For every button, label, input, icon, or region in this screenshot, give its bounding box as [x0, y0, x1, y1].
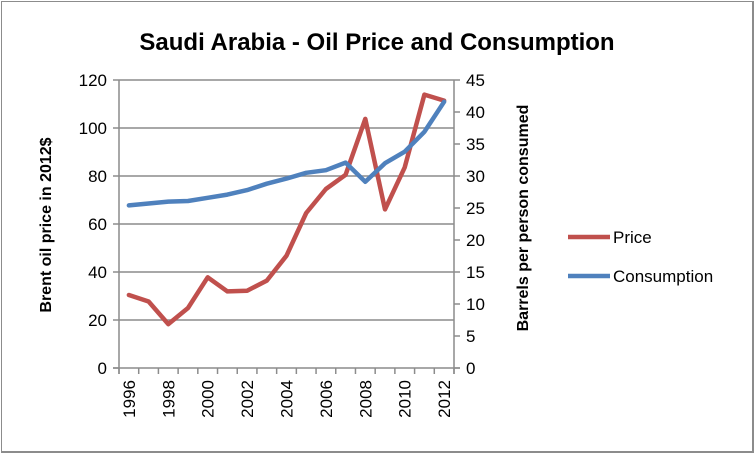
- x-tick-label: 2012: [435, 380, 454, 418]
- y2-tick-label: 10: [466, 295, 485, 314]
- y2-tick-label: 25: [466, 199, 485, 218]
- legend-label-price: Price: [613, 228, 652, 247]
- legend: Price Consumption: [568, 228, 713, 286]
- legend-label-consumption: Consumption: [613, 267, 713, 286]
- y2-tick-label: 40: [466, 103, 485, 122]
- y2-tick-label: 15: [466, 263, 485, 282]
- y-tick-label: 60: [88, 215, 107, 234]
- y-tick-label: 80: [88, 167, 107, 186]
- x-tick-label: 2002: [238, 380, 257, 418]
- y-tick-label: 100: [79, 119, 107, 138]
- y2-tick-label: 5: [466, 327, 475, 346]
- y2-axis-ticks: 0 5 10 15 20 25 30 35 40 45: [466, 71, 485, 378]
- x-tick-label: 2006: [317, 380, 336, 418]
- y2-axis-title: Barrels per person consumed: [515, 105, 532, 332]
- series-line-consumption: [126, 99, 447, 208]
- x-tick-label: 2008: [356, 380, 375, 418]
- y2-tick-label: 20: [466, 231, 485, 250]
- y-tick-label: 40: [88, 263, 107, 282]
- y-tick-label: 0: [98, 359, 107, 378]
- x-tick-label: 2000: [199, 380, 218, 418]
- series-line-price: [126, 92, 447, 327]
- y2-tick-label: 0: [466, 359, 475, 378]
- y2-tick-label: 35: [466, 135, 485, 154]
- x-tick-label: 2010: [396, 380, 415, 418]
- x-tick-label: 2004: [278, 380, 297, 418]
- x-axis-ticks: 1996 1998 2000 2002 2004 2006 2008 2010 2012: [120, 380, 454, 418]
- series-lines: [126, 92, 447, 327]
- axes: [113, 79, 460, 374]
- y2-tick-label: 30: [466, 167, 485, 186]
- x-tick-label: 1998: [159, 380, 178, 418]
- y-axis-title: Brent oil price in 2012$: [38, 137, 55, 312]
- y-tick-label: 120: [79, 71, 107, 90]
- y2-tick-label: 45: [466, 71, 485, 90]
- y-axis-ticks: 0 20 40 60 80 100 120: [79, 71, 107, 378]
- chart-title: Saudi Arabia - Oil Price and Consumption: [139, 29, 614, 56]
- y-tick-label: 20: [88, 311, 107, 330]
- x-tick-label: 1996: [120, 380, 139, 418]
